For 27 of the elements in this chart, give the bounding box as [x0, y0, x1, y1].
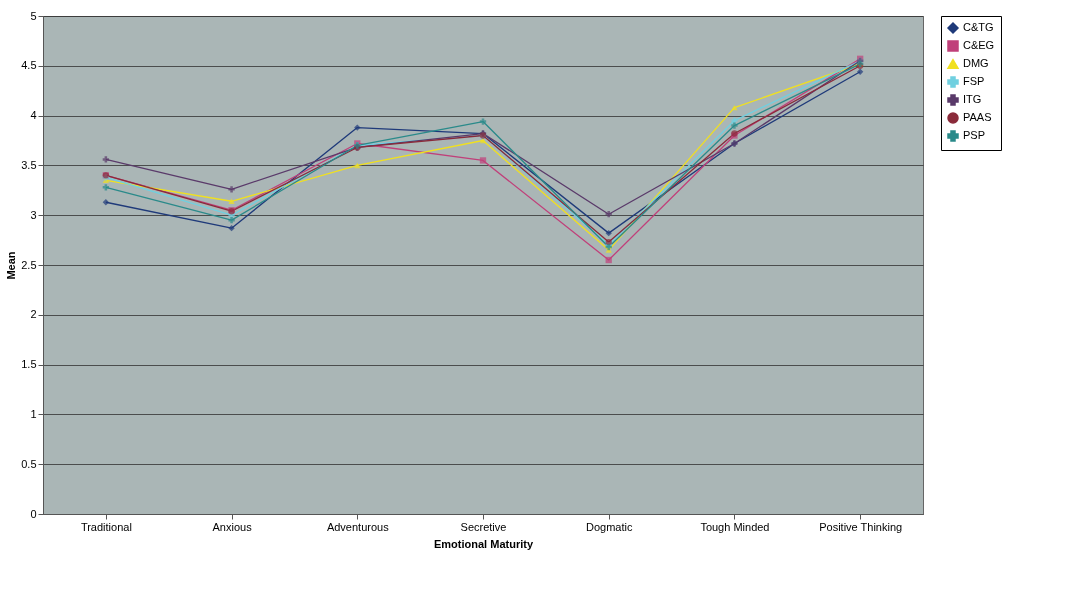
y-tick-label: 4.5 — [21, 59, 37, 72]
x-tick-label: Adventurous — [326, 520, 390, 533]
x-axis-title: Emotional Maturity — [433, 537, 534, 550]
legend-label: FSP — [963, 75, 985, 87]
x-tick-label: Traditional — [80, 520, 132, 533]
x-tick-label: Dogmatic — [585, 520, 633, 533]
y-tick-label: 1 — [30, 407, 37, 420]
y-tick-label: 4 — [30, 109, 37, 122]
y-tick-label: 3 — [30, 208, 37, 221]
y-tick-label: 1.5 — [21, 358, 37, 371]
y-tick-label: 0.5 — [21, 457, 37, 470]
legend-label: C&EG — [963, 39, 995, 51]
x-tick-label: Positive Thinking — [819, 520, 903, 533]
y-tick-label: 0 — [30, 507, 37, 520]
y-tick-label: 2 — [30, 308, 37, 321]
y-tick-label: 2.5 — [21, 258, 37, 271]
x-tick-label: Anxious — [212, 520, 253, 533]
legend-label: PSP — [963, 129, 986, 141]
legend-label: C&TG — [963, 21, 994, 33]
y-axis-title: Mean — [5, 251, 18, 280]
legend-label: DMG — [963, 57, 989, 69]
x-tick-label: Tough Minded — [700, 520, 770, 533]
legend-label: PAAS — [963, 111, 992, 123]
x-tick-label: Secretive — [460, 520, 507, 533]
y-tick-label: 3.5 — [21, 158, 37, 171]
legend-label: ITG — [963, 93, 982, 105]
y-tick-label: 5 — [30, 9, 37, 22]
